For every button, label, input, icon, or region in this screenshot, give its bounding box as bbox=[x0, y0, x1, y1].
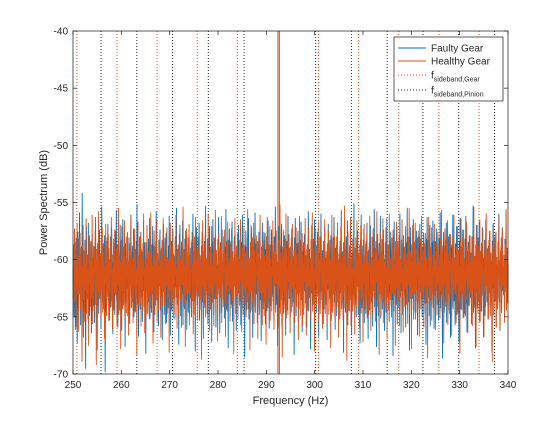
legend-label-sideband-pinion-main: f bbox=[431, 86, 434, 97]
x-tick-label-260: 260 bbox=[113, 380, 130, 391]
x-tick-label-320: 320 bbox=[403, 380, 420, 391]
legend-label-sideband-gear-main: f bbox=[431, 71, 434, 82]
x-tick-label-290: 290 bbox=[258, 380, 275, 391]
y-tick-label--65: -65 bbox=[54, 312, 69, 323]
y-tick-label--50: -50 bbox=[54, 141, 69, 152]
y-tick-label--40: -40 bbox=[54, 27, 69, 38]
series-lines bbox=[72, 192, 509, 373]
legend-label-faulty-gear: Faulty Gear bbox=[431, 44, 484, 55]
x-tick-label-280: 280 bbox=[210, 380, 227, 391]
legend-label-sideband-pinion: fsideband,Pinion bbox=[431, 86, 484, 99]
series-line-healthy-gear bbox=[72, 204, 509, 366]
legend-label-sideband-pinion-sub: sideband,Pinion bbox=[434, 92, 484, 99]
x-tick-label-300: 300 bbox=[306, 380, 323, 391]
y-tick-label--60: -60 bbox=[54, 255, 69, 266]
x-tick-label-330: 330 bbox=[451, 380, 468, 391]
x-tick-label-310: 310 bbox=[355, 380, 372, 391]
legend-label-healthy-gear: Healthy Gear bbox=[431, 57, 491, 68]
x-axis-label: Frequency (Hz) bbox=[253, 395, 329, 407]
y-tick-label--70: -70 bbox=[54, 370, 69, 381]
y-tick-label--45: -45 bbox=[54, 84, 69, 95]
x-tick-label-270: 270 bbox=[161, 380, 178, 391]
legend: Faulty Gear Healthy Gear fsideband,Gear … bbox=[393, 36, 504, 102]
x-tick-label-250: 250 bbox=[65, 380, 82, 391]
axis-ticks: 250 260 270 280 290 300 310 320 330 340 -70 -65 -60 -… bbox=[54, 27, 517, 392]
x-tick-label-340: 340 bbox=[500, 380, 517, 391]
y-axis-label: Power Spectrum (dB) bbox=[38, 150, 50, 255]
y-tick-label--55: -55 bbox=[54, 198, 69, 209]
legend-label-sideband-gear: fsideband,Gear bbox=[431, 71, 480, 84]
legend-label-sideband-gear-sub: sideband,Gear bbox=[434, 77, 481, 84]
